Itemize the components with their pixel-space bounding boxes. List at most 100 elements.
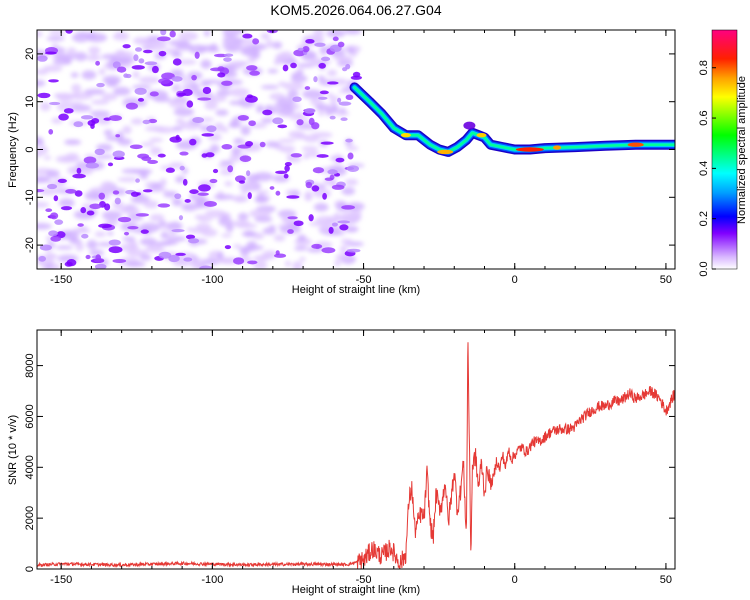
noise-blob	[314, 42, 326, 47]
noise-blob	[181, 203, 198, 212]
noise-blob	[107, 231, 114, 236]
noise-blob	[276, 97, 296, 106]
noise-blob	[122, 125, 132, 135]
y-tick-label: 4000	[24, 455, 36, 479]
noise-blob	[232, 257, 245, 265]
noise-blob	[158, 220, 167, 226]
noise-blob	[240, 248, 250, 257]
y-tick-label: -20	[24, 237, 36, 253]
noise-blob	[117, 138, 132, 146]
ridge-hotspot	[437, 149, 454, 155]
x-tick-label: 50	[660, 574, 672, 586]
noise-blob	[352, 71, 361, 78]
noise-blob	[350, 75, 363, 80]
noise-blob	[293, 49, 306, 57]
noise-blob	[340, 211, 359, 221]
noise-blob	[337, 97, 342, 103]
noise-blob	[94, 263, 107, 269]
noise-blob	[132, 168, 153, 175]
noise-blob	[158, 251, 172, 259]
noise-blob	[69, 104, 92, 112]
noise-blob	[347, 46, 355, 55]
noise-blob	[58, 113, 69, 121]
noise-blob	[273, 59, 282, 66]
noise-blob	[133, 54, 139, 62]
noise-blob	[328, 165, 344, 171]
noise-blob	[284, 164, 290, 172]
noise-blob	[88, 46, 101, 55]
noise-blob	[218, 216, 233, 227]
noise-blob	[287, 229, 294, 234]
noise-blob	[204, 101, 218, 110]
noise-blob	[292, 261, 303, 269]
noise-blob	[246, 94, 254, 99]
noise-blob	[140, 142, 155, 147]
noise-blob	[203, 201, 217, 207]
noise-blob	[112, 190, 120, 195]
noise-blob	[115, 134, 121, 138]
noise-blob	[297, 234, 307, 242]
noise-blob	[59, 230, 79, 240]
noise-blob	[49, 212, 59, 220]
y-tick-label: 6000	[24, 404, 36, 428]
noise-blob	[106, 79, 118, 88]
noise-blob	[271, 41, 283, 49]
noise-blob	[254, 216, 273, 223]
noise-blob	[221, 80, 233, 86]
noise-blob	[311, 185, 320, 192]
noise-blob	[102, 210, 122, 221]
x-tick-label: -50	[356, 574, 372, 586]
noise-blob	[134, 87, 147, 95]
noise-blob	[228, 87, 250, 97]
noise-blob	[65, 30, 73, 34]
noise-blob	[132, 71, 140, 79]
noise-blob	[217, 72, 226, 78]
noise-blob	[39, 101, 51, 112]
noise-blob	[293, 134, 308, 140]
noise-light-layer	[37, 30, 365, 269]
noise-blob	[139, 237, 157, 246]
noise-blob	[183, 257, 193, 262]
noise-blob	[334, 259, 341, 267]
noise-blob	[304, 61, 321, 67]
noise-blob	[247, 192, 252, 200]
noise-blob	[302, 45, 310, 53]
noise-blob	[77, 223, 84, 227]
y-tick-label: 8000	[24, 353, 36, 377]
noise-blob	[171, 76, 183, 82]
noise-blob	[213, 194, 235, 200]
noise-blob	[223, 57, 232, 62]
noise-blob	[277, 124, 288, 129]
noise-blob	[260, 117, 275, 124]
noise-blob	[324, 107, 335, 114]
colorbar-ticks: 0.0 0.2 0.4 0.6 0.8	[698, 60, 716, 277]
noise-blob	[144, 61, 158, 66]
x-tick-label: -100	[201, 274, 223, 286]
noise-blob	[269, 186, 275, 190]
noise-blob	[227, 165, 234, 173]
ridge-secondary-blob	[463, 121, 476, 130]
noise-blob	[112, 150, 125, 158]
spectrogram-y-label: Frequency (Hz)	[7, 112, 19, 188]
y-tick-label: 0	[24, 146, 36, 152]
noise-blob	[233, 195, 247, 203]
noise-blob	[313, 202, 329, 212]
noise-blob	[341, 187, 356, 196]
noise-blob	[178, 215, 184, 221]
noise-blob	[329, 44, 342, 53]
noise-blob	[71, 32, 91, 43]
noise-blob	[282, 82, 305, 91]
noise-blob	[262, 109, 273, 116]
noise-blob	[275, 190, 281, 196]
noise-blob	[169, 136, 182, 143]
noise-blobs	[37, 30, 365, 269]
noise-blob	[171, 197, 183, 207]
noise-blob	[86, 54, 102, 62]
noise-blob	[48, 230, 58, 237]
noise-blob	[175, 118, 185, 125]
noise-blob	[339, 245, 348, 254]
noise-blob	[296, 119, 304, 126]
noise-blob	[108, 239, 121, 246]
noise-blob	[138, 76, 160, 84]
noise-blob	[290, 116, 310, 121]
